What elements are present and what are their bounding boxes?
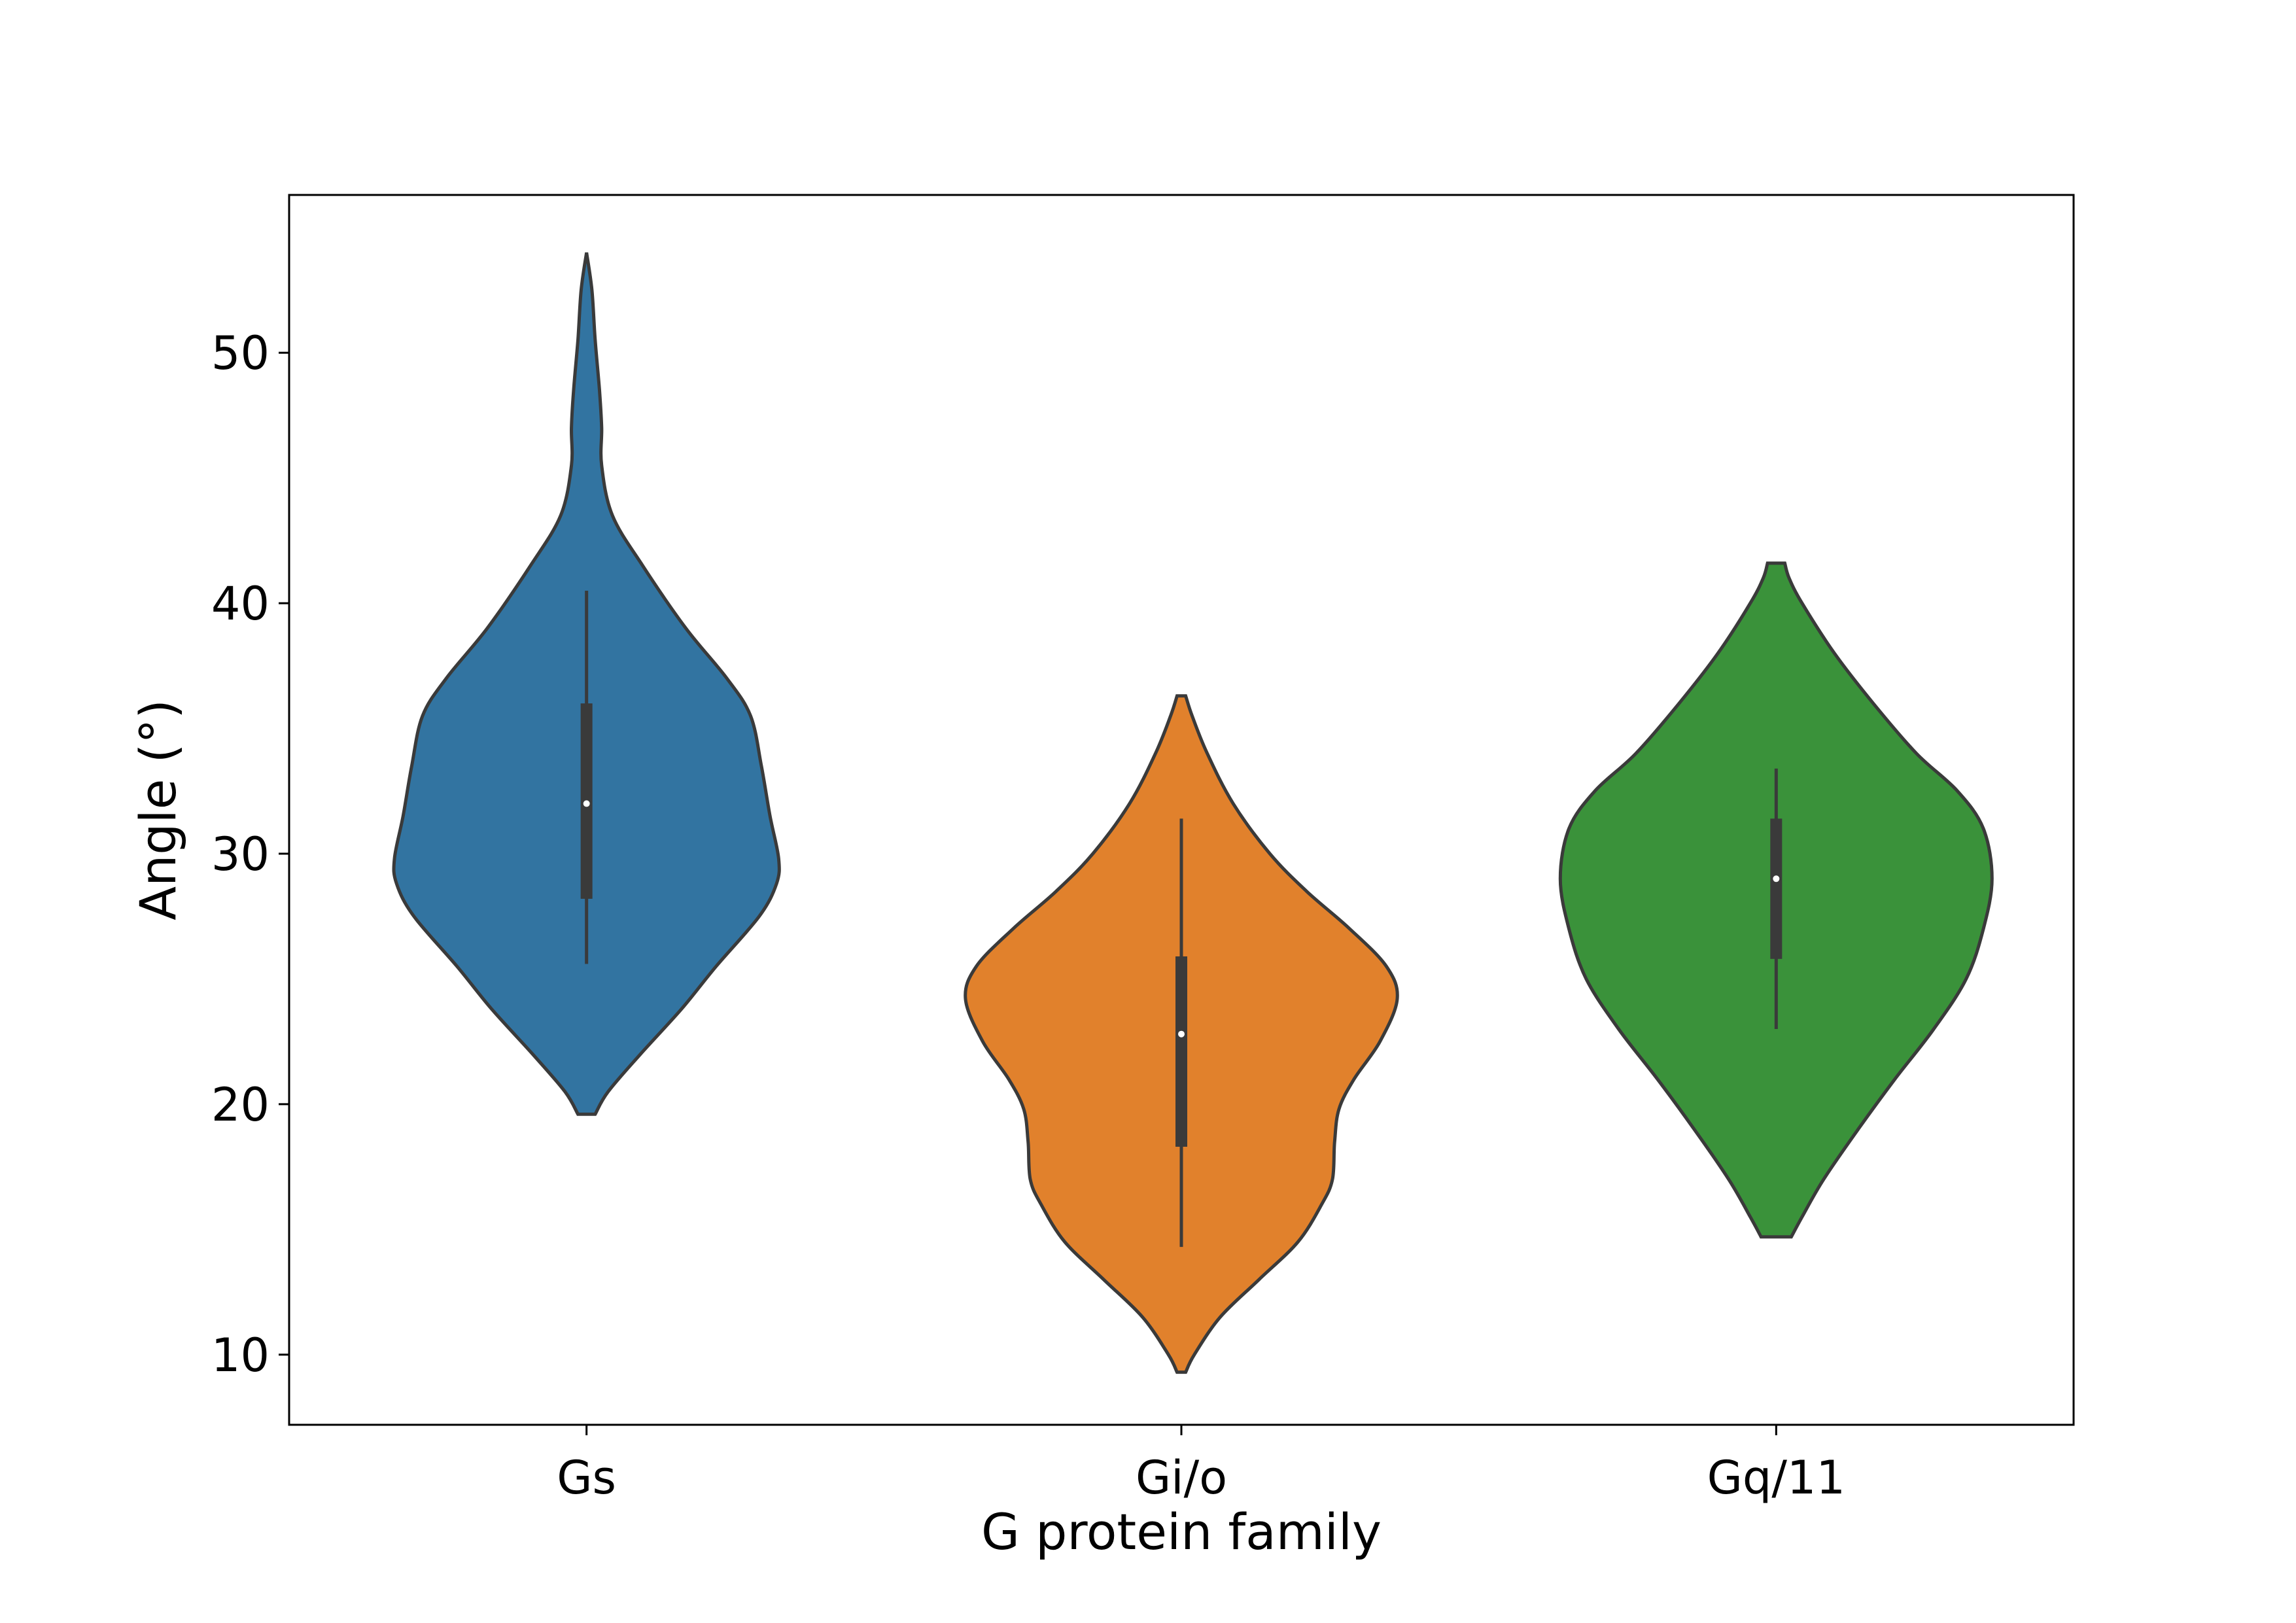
y-tick-label: 40: [211, 577, 270, 631]
x-tick-label: Gq/11: [1707, 1451, 1845, 1505]
x-axis-title: G protein family: [981, 1503, 1382, 1561]
x-tick-label: Gi/o: [1136, 1451, 1227, 1505]
violin-median-dot: [1773, 875, 1780, 882]
y-tick-label: 30: [211, 828, 270, 881]
y-axis: 10 20 30 40 50: [211, 326, 289, 1382]
y-axis-title: Angle (°): [129, 699, 187, 920]
x-axis: Gs Gi/o Gq/11: [557, 1425, 1845, 1505]
violins-group: [392, 252, 1994, 1374]
violin-gi-o: [964, 694, 1399, 1374]
violin-gq-11: [1558, 561, 1994, 1239]
violin-iqr-box: [1175, 956, 1187, 1147]
violin-median-dot: [583, 800, 590, 807]
y-tick-label: 10: [211, 1329, 270, 1382]
violin-iqr-box: [1770, 818, 1783, 959]
violin-median-dot: [1178, 1030, 1185, 1038]
x-tick-label: Gs: [557, 1451, 616, 1505]
y-tick-label: 50: [211, 326, 270, 380]
y-tick-label: 20: [211, 1078, 270, 1132]
violin-gs: [392, 252, 781, 1116]
